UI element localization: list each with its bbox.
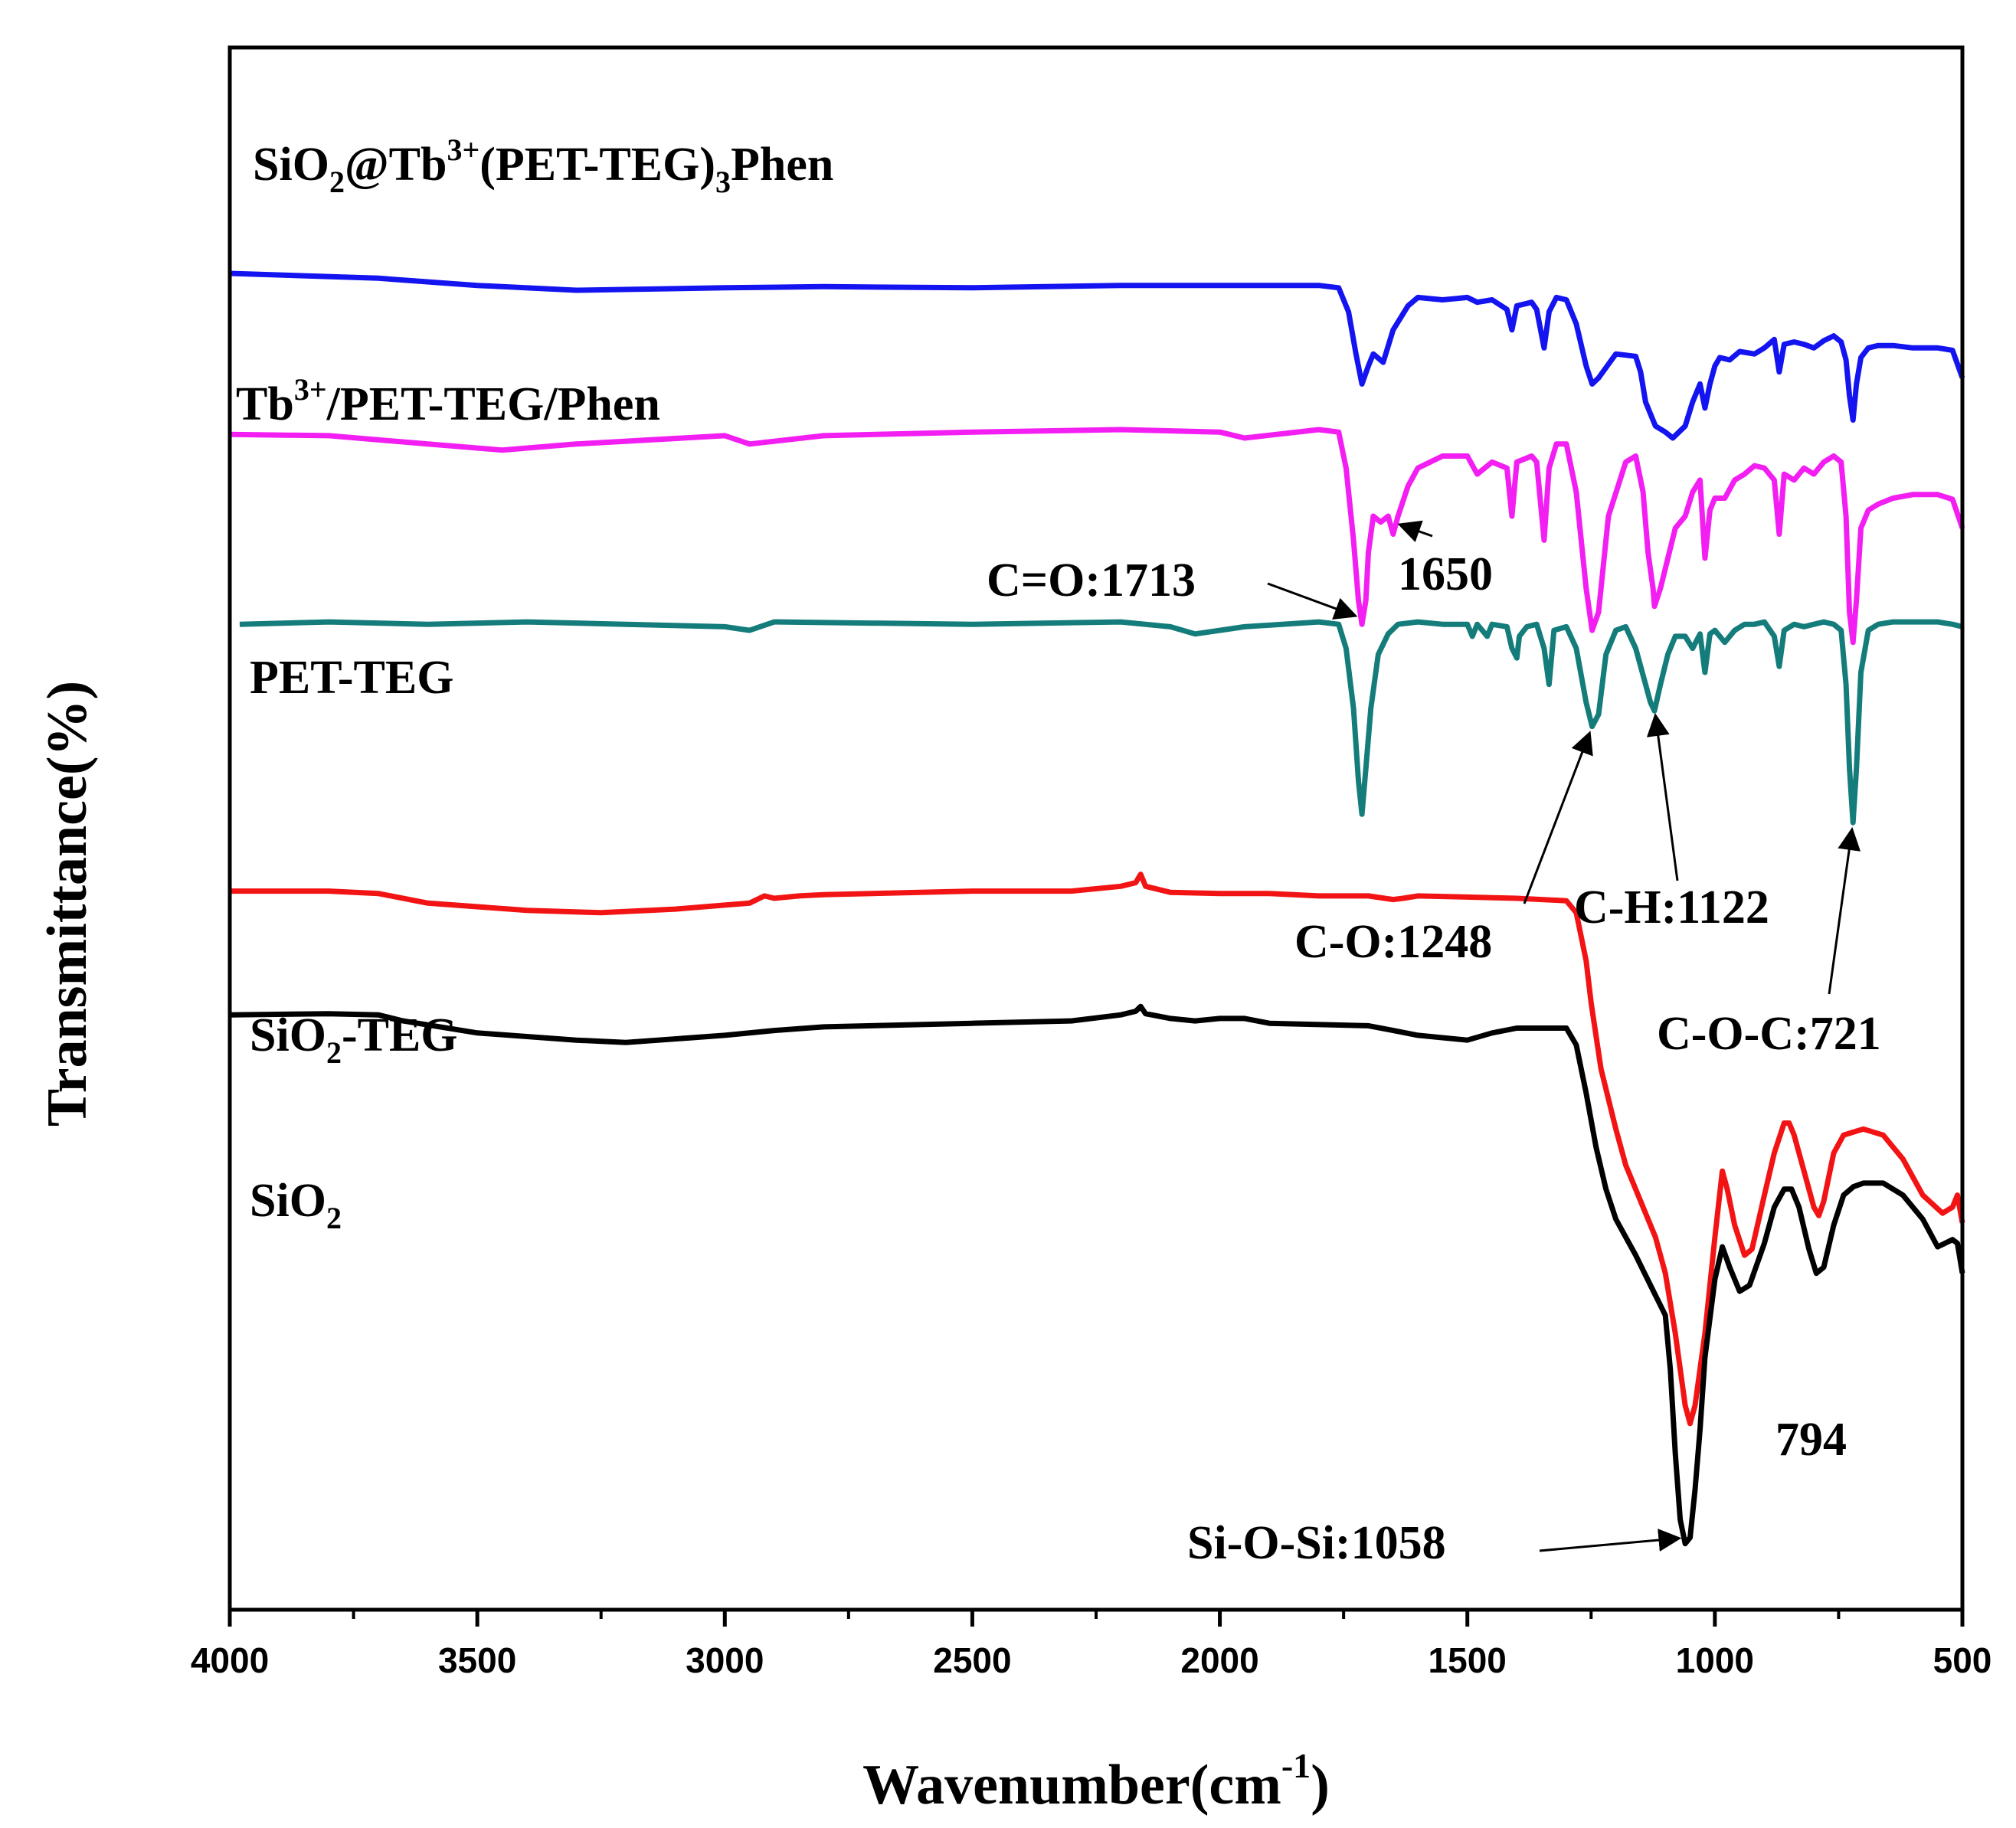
series-label-0-part-5: 3 xyxy=(715,165,731,199)
x-tick-label-2000: 2000 xyxy=(1180,1640,1258,1680)
series-label-2: PET-TEG xyxy=(250,652,453,704)
series-label-3-part-2: -TEG xyxy=(342,1009,458,1061)
series-label-3: SiO2-TEG xyxy=(250,1009,458,1070)
series-label-1: Tb3+/PET-TEG/Phen xyxy=(236,372,660,430)
series-line-2 xyxy=(239,619,1963,826)
series-label-0-part-3: 3+ xyxy=(447,132,479,167)
annotation-arrow-6 xyxy=(1539,1529,1682,1552)
annotation-6: Si-O-Si:1058 xyxy=(1187,1517,1446,1569)
annotation-layer: C=O:1713 1650 C-O:1248 C-H:1122 C-O-C:721 794… xyxy=(987,520,1881,1569)
series-label-3-part-1: 2 xyxy=(326,1035,342,1070)
annotation-arrow-3 xyxy=(1646,713,1679,881)
annotation-2: C-O:1248 xyxy=(1294,916,1492,968)
x-axis-title-end: ) xyxy=(1311,1754,1330,1817)
annotation-arrow-1 xyxy=(1397,520,1433,543)
series-layer xyxy=(229,270,1965,1547)
series-label-1-part-0: Tb xyxy=(236,378,294,430)
x-axis-title-sup: -1 xyxy=(1281,1746,1311,1785)
series-label-4-part-0: SiO xyxy=(250,1175,326,1227)
series-line-1 xyxy=(229,427,1965,646)
annotation-3: C-H:1122 xyxy=(1574,881,1769,934)
annotation-0: C=O:1713 xyxy=(987,554,1196,607)
annotation-arrow-2 xyxy=(1523,731,1593,904)
x-tick-label-3500: 3500 xyxy=(438,1640,516,1680)
series-label-4: SiO2 xyxy=(250,1175,342,1235)
series-label-2-part-0: PET-TEG xyxy=(250,652,453,704)
annotation-arrow-0 xyxy=(1267,582,1358,620)
series-label-4-part-1: 2 xyxy=(326,1201,342,1235)
annotation-1: 1650 xyxy=(1398,548,1493,600)
series-label-0-part-0: SiO xyxy=(253,139,329,191)
x-tick-label-3000: 3000 xyxy=(686,1640,764,1680)
series-label-0-part-4: (PET-TEG) xyxy=(479,139,715,191)
y-axis-title: Transmittance(%) xyxy=(36,681,99,1127)
annotation-arrow-4 xyxy=(1828,827,1861,995)
x-axis-title: Wavenumber(cm-1) xyxy=(862,1746,1330,1817)
annotation-5: 794 xyxy=(1775,1414,1847,1466)
x-tick-label-2500: 2500 xyxy=(933,1640,1011,1680)
x-tick-label-500: 500 xyxy=(1933,1640,1992,1680)
x-tick-label-1500: 1500 xyxy=(1429,1640,1507,1680)
series-label-0-part-1: 2 xyxy=(329,165,345,199)
series-label-3-part-0: SiO xyxy=(250,1009,326,1061)
series-label-1-part-1: 3+ xyxy=(294,372,327,407)
x-tick-label-1000: 1000 xyxy=(1676,1640,1754,1680)
x-axis-ticks: 4000 3500 3000 2500 2000 1500 1000 500 xyxy=(191,1610,1992,1680)
x-tick-label-4000: 4000 xyxy=(191,1640,269,1680)
series-label-0-part-2: @Tb xyxy=(345,139,447,191)
series-label-0: SiO2@Tb3+(PET-TEG)3Phen xyxy=(253,132,833,199)
series-line-3 xyxy=(230,871,1965,1427)
series-label-1-part-2: /PET-TEG/Phen xyxy=(326,378,660,430)
x-axis-title-main: Wavenumber(cm xyxy=(862,1754,1281,1817)
series-line-0 xyxy=(229,270,1965,441)
annotation-4: C-O-C:721 xyxy=(1657,1008,1881,1060)
series-label-0-part-6: Phen xyxy=(731,139,833,191)
series-line-4 xyxy=(229,1003,1965,1547)
series-label-layer: SiO2@Tb3+(PET-TEG)3PhenTb3+/PET-TEG/Phen… xyxy=(236,132,833,1235)
